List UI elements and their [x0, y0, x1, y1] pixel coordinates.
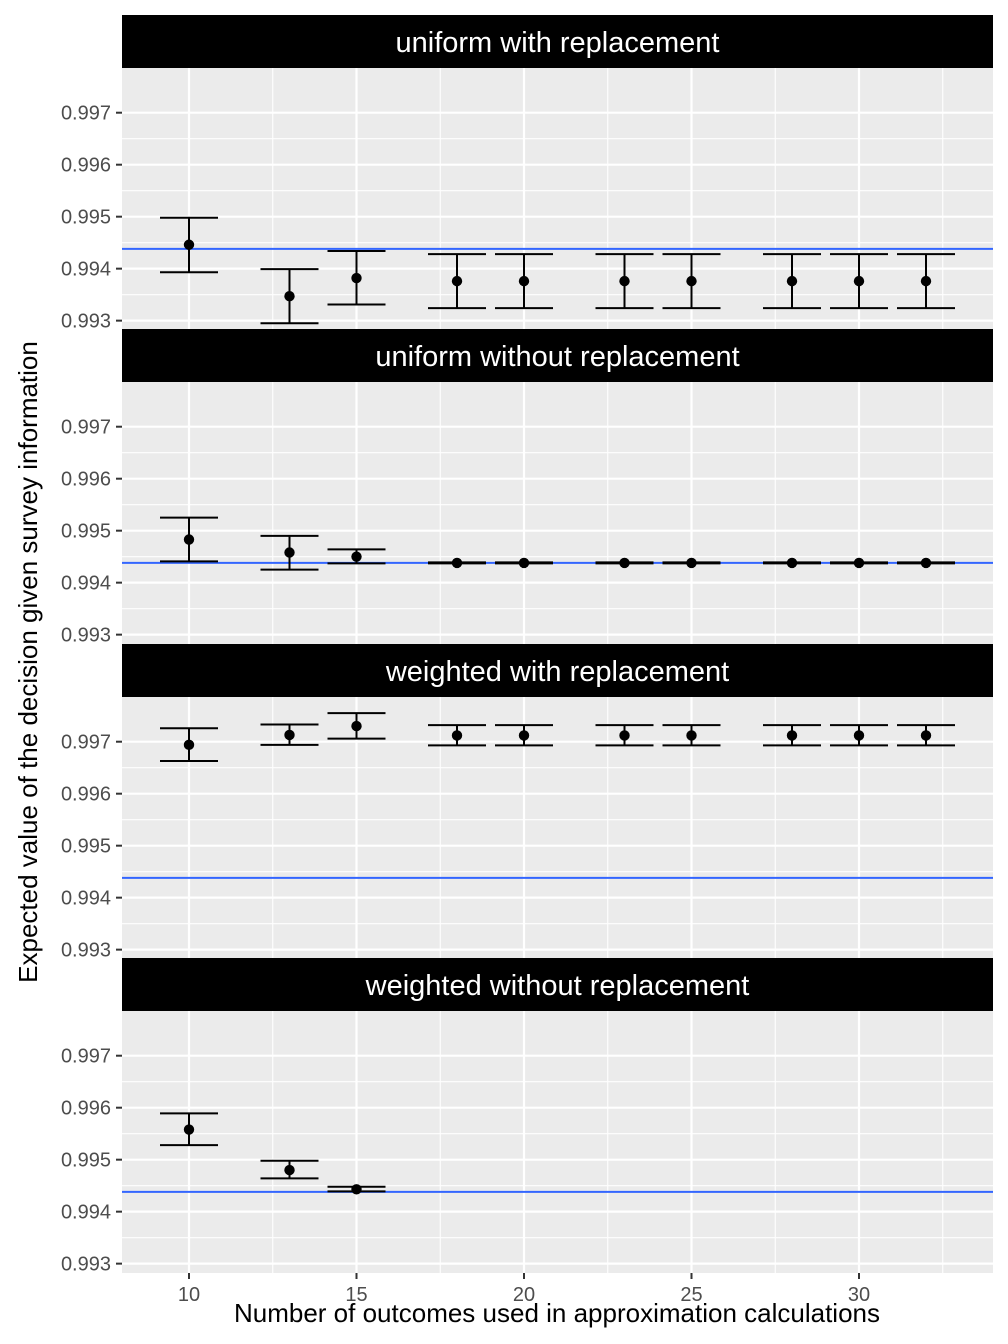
- y-tick-label: 0.997: [61, 417, 111, 439]
- data-point: [853, 730, 865, 741]
- data-point: [183, 1124, 195, 1135]
- x-axis: 10 15 20 25 30: [178, 1273, 870, 1306]
- data-point: [518, 557, 530, 569]
- y-tick-label: 0.996: [61, 784, 111, 806]
- y-tick-label: 0.993: [61, 940, 111, 962]
- y-tick-label: 0.993: [61, 625, 111, 647]
- data-point: [853, 557, 865, 569]
- data-point: [351, 1184, 362, 1195]
- data-point: [518, 730, 530, 741]
- data-point: [284, 291, 295, 302]
- data-point: [183, 534, 195, 545]
- panel-background: [122, 68, 993, 330]
- data-point: [786, 557, 798, 569]
- panel-2: uniform without replacement 0.993 0.994 0.9…: [61, 329, 993, 647]
- x-tick-label: 10: [178, 1284, 200, 1306]
- panel-4: weighted without replacement 0.993 0.994 0.…: [61, 958, 993, 1276]
- y-tick-label: 0.995: [61, 521, 111, 543]
- facet-strip: [122, 644, 993, 697]
- y-tick-label: 0.995: [61, 836, 111, 858]
- y-tick-label: 0.995: [61, 1150, 111, 1172]
- data-point: [686, 275, 697, 287]
- y-tick-label: 0.996: [61, 469, 111, 491]
- y-tick-label: 0.997: [61, 1046, 111, 1068]
- data-point: [451, 557, 463, 569]
- data-point: [619, 557, 630, 569]
- data-point: [786, 730, 798, 741]
- data-point: [351, 720, 362, 732]
- y-tick-label: 0.994: [61, 573, 111, 595]
- facet-strip: [122, 15, 993, 68]
- data-point: [920, 275, 932, 287]
- y-tick-label: 0.994: [61, 888, 111, 910]
- x-tick-label: 20: [513, 1284, 535, 1306]
- x-axis-title: Number of outcomes used in approximation…: [234, 1298, 880, 1328]
- y-tick-label: 0.997: [61, 103, 111, 125]
- facet-strip: [122, 958, 993, 1011]
- facet-strip-label: weighted without replacement: [365, 970, 750, 1002]
- x-tick-label: 15: [345, 1284, 367, 1306]
- x-tick-label: 30: [848, 1284, 870, 1306]
- panel-3: weighted with replacement 0.993 0.994 0.995…: [61, 644, 993, 962]
- panel-1: uniform with replacement 0.993 0.994 0.995 0…: [61, 15, 993, 333]
- y-tick-label: 0.996: [61, 1098, 111, 1120]
- data-point: [451, 730, 463, 741]
- facet-strip-label: weighted with replacement: [385, 656, 729, 688]
- panel-background: [122, 1011, 993, 1273]
- data-point: [619, 730, 630, 741]
- y-axis-title: Expected value of the decision given sur…: [13, 341, 43, 983]
- y-tick-label: 0.996: [61, 155, 111, 177]
- y-tick-label: 0.994: [61, 1202, 111, 1224]
- data-point: [183, 239, 195, 250]
- data-point: [920, 730, 932, 741]
- data-point: [284, 547, 295, 558]
- data-point: [284, 729, 295, 741]
- data-point: [619, 275, 630, 287]
- y-tick-label: 0.993: [61, 1254, 111, 1276]
- data-point: [686, 557, 697, 569]
- panel-background: [122, 382, 993, 644]
- y-tick-label: 0.995: [61, 207, 111, 229]
- data-point: [183, 739, 195, 751]
- facet-strip-label: uniform without replacement: [375, 341, 739, 373]
- x-tick-label: 25: [680, 1284, 702, 1306]
- panels: uniform with replacement 0.993 0.994 0.995 0…: [61, 15, 993, 1276]
- y-tick-label: 0.994: [61, 259, 111, 281]
- facet-strip: [122, 329, 993, 382]
- data-point: [451, 275, 463, 287]
- data-point: [284, 1164, 295, 1176]
- data-point: [920, 557, 932, 569]
- data-point: [686, 730, 697, 741]
- data-point: [351, 551, 362, 562]
- y-tick-label: 0.993: [61, 311, 111, 333]
- data-point: [351, 272, 362, 284]
- data-point: [786, 275, 798, 287]
- facet-strip-label: uniform with replacement: [396, 27, 720, 59]
- data-point: [853, 275, 865, 287]
- y-tick-label: 0.997: [61, 732, 111, 754]
- data-point: [518, 275, 530, 287]
